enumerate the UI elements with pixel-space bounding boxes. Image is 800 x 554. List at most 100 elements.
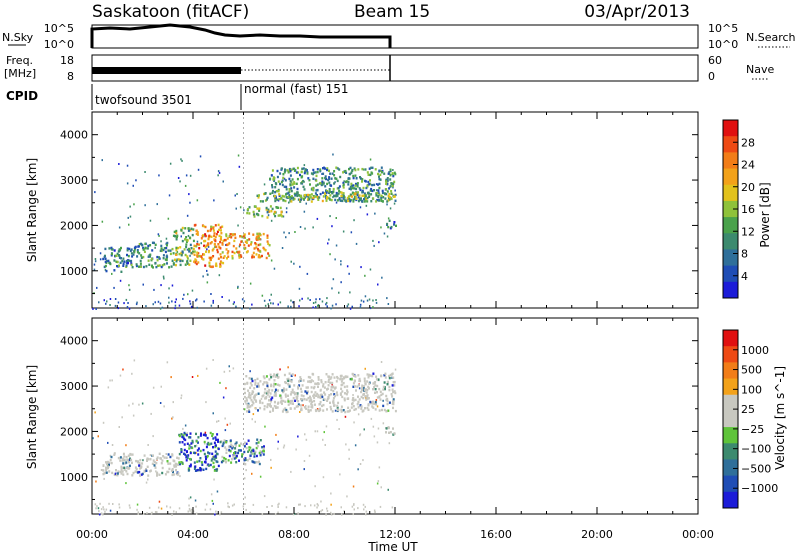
- echo-cell: [269, 403, 272, 406]
- echo-cell: [202, 468, 205, 471]
- echo-cell: [204, 455, 207, 458]
- echo-cell: [369, 374, 372, 377]
- scatter-dot: [182, 427, 184, 430]
- echo-cell: [311, 404, 314, 407]
- echo-cell: [255, 246, 258, 249]
- echo-cell: [319, 181, 322, 185]
- freq-label-2: [MHz]: [4, 67, 36, 80]
- scatter-dot: [206, 269, 208, 272]
- echo-cell: [154, 243, 157, 246]
- scatter-dot: [207, 245, 210, 248]
- scatter-dot: [338, 428, 340, 430]
- echo-cell: [283, 195, 286, 198]
- echo-cell: [261, 401, 264, 405]
- scatter-dot: [287, 305, 289, 308]
- echo-cell: [338, 197, 341, 200]
- echo-cell: [285, 388, 288, 391]
- scatter-dot: [261, 294, 264, 297]
- echo-cell: [391, 184, 394, 188]
- echo-cell: [187, 227, 190, 230]
- echo-cell: [212, 461, 215, 465]
- echo-cell: [382, 388, 385, 391]
- echo-cell: [182, 231, 185, 235]
- echo-cell: [314, 192, 317, 195]
- echo-cell: [388, 401, 391, 404]
- colorbar-segment: [723, 168, 738, 186]
- echo-cell: [218, 228, 220, 232]
- echo-cell: [305, 407, 308, 410]
- echo-cell: [338, 185, 341, 188]
- echo-cell: [135, 468, 138, 471]
- echo-cell: [194, 445, 197, 448]
- echo-cell: [363, 192, 366, 195]
- echo-cell: [303, 194, 306, 197]
- scatter-dot: [334, 258, 336, 261]
- echo-cell: [238, 250, 241, 253]
- echo-cell: [258, 238, 261, 241]
- echo-cell: [293, 391, 296, 394]
- echo-cell: [272, 409, 274, 412]
- y-tick-label: 4000: [60, 335, 88, 348]
- echo-cell: [267, 208, 270, 211]
- echo-cell: [184, 438, 187, 442]
- echo-cell: [120, 246, 122, 250]
- echo-cell: [299, 200, 302, 203]
- echo-cell: [184, 227, 187, 230]
- echo-cell: [300, 404, 302, 407]
- echo-cell: [349, 200, 352, 203]
- echo-cell: [122, 473, 125, 476]
- echo-cell: [392, 406, 394, 410]
- echo-cell: [231, 447, 234, 450]
- scatter-dot: [348, 457, 350, 460]
- echo-cell: [296, 166, 299, 170]
- echo-cell: [301, 175, 304, 178]
- echo-cell: [354, 192, 357, 196]
- velocity-colorbar-tick-label: 1000: [741, 344, 769, 357]
- scatter-dot: [196, 240, 199, 243]
- scatter-dot: [263, 495, 266, 498]
- echo-cell: [269, 177, 272, 180]
- scatter-dot: [378, 241, 380, 244]
- scatter-dot: [173, 510, 175, 513]
- echo-cell: [140, 256, 143, 259]
- echo-cell: [161, 471, 164, 475]
- scatter-dot: [136, 301, 138, 304]
- scatter-dot: [188, 504, 190, 507]
- echo-cell: [183, 431, 186, 435]
- echo-cell: [249, 382, 252, 385]
- scatter-dot: [277, 199, 280, 202]
- echo-cell: [279, 172, 282, 175]
- scatter-dot: [135, 303, 138, 306]
- echo-cell: [274, 186, 277, 189]
- scatter-dot: [226, 423, 229, 426]
- scatter-dot: [312, 306, 314, 309]
- scatter-dot: [261, 513, 264, 516]
- echo-cell: [175, 249, 178, 252]
- echo-cell: [222, 256, 225, 259]
- echo-cell: [234, 233, 236, 236]
- echo-cell: [125, 470, 128, 473]
- scatter-dot: [145, 481, 148, 484]
- echo-cell: [306, 386, 309, 389]
- echo-cell: [385, 427, 388, 430]
- scatter-dot: [277, 511, 279, 514]
- echo-cell: [266, 393, 269, 396]
- echo-cell: [333, 174, 336, 177]
- echo-cell: [243, 459, 246, 462]
- scatter-dot: [394, 189, 396, 192]
- echo-cell: [223, 439, 226, 442]
- echo-cell: [268, 395, 271, 398]
- echo-cell: [175, 472, 178, 476]
- colorbar-segment: [723, 200, 738, 218]
- echo-cell: [266, 211, 269, 214]
- scatter-dot: [133, 203, 135, 206]
- echo-cell: [368, 387, 370, 390]
- echo-cell: [229, 233, 232, 236]
- echo-cell: [352, 176, 355, 180]
- echo-cell: [199, 467, 202, 470]
- echo-cell: [286, 169, 289, 172]
- echo-cell: [209, 242, 212, 245]
- echo-cell: [282, 199, 285, 202]
- echo-cell: [392, 427, 394, 430]
- echo-cell: [162, 257, 165, 260]
